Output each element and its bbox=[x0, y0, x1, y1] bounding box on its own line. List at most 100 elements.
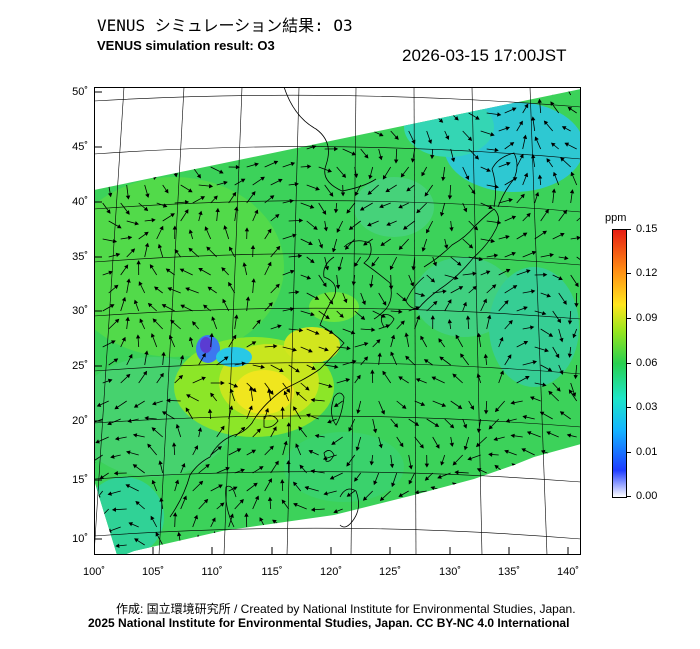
wind-vector-head bbox=[158, 460, 163, 465]
wind-vector-head bbox=[494, 147, 499, 153]
wind-vector-head bbox=[336, 228, 341, 233]
wind-vector-head bbox=[560, 157, 565, 162]
colorbar-label-0.09: 0.09 bbox=[636, 312, 658, 324]
wind-vector-head bbox=[398, 493, 403, 497]
wind-vector-head bbox=[201, 352, 206, 358]
wind-vector-head bbox=[518, 120, 523, 126]
wind-vector-head bbox=[505, 234, 510, 240]
wind-vector-head bbox=[362, 496, 368, 501]
wind-vector-head bbox=[186, 394, 191, 399]
wind-vector-head bbox=[127, 235, 133, 240]
wind-vector-head bbox=[398, 245, 404, 250]
wind-vector-head bbox=[402, 297, 407, 302]
wind-vector-head bbox=[546, 158, 551, 163]
lon-label-120: 120˚ bbox=[319, 566, 343, 578]
wind-vector-head bbox=[161, 304, 167, 309]
wind-vector-head bbox=[510, 433, 515, 439]
wind-vector-head bbox=[382, 301, 387, 306]
wind-vector-head bbox=[228, 281, 233, 287]
wind-vector-head bbox=[258, 466, 264, 471]
wind-vector-head bbox=[493, 253, 499, 258]
wind-vector-head bbox=[361, 300, 366, 306]
wind-vector-head bbox=[548, 390, 553, 396]
wind-vector-head bbox=[483, 353, 489, 359]
wind-vector-head bbox=[223, 225, 228, 230]
wind-vector-head bbox=[194, 445, 199, 450]
wind-vector-head bbox=[379, 496, 385, 501]
wind-vector-head bbox=[143, 206, 149, 212]
wind-vector-head bbox=[299, 464, 304, 470]
wind-vector-head bbox=[311, 365, 316, 370]
wind-vector-head bbox=[329, 475, 335, 480]
wind-vector-head bbox=[267, 228, 272, 234]
wind-vector-head bbox=[430, 154, 435, 160]
wind-vector-head bbox=[400, 172, 405, 178]
wind-vector-head bbox=[225, 466, 230, 472]
wind-vector-head bbox=[424, 192, 429, 197]
wind-vector-head bbox=[507, 354, 512, 359]
wind-vector-head bbox=[244, 512, 249, 517]
wind-vector-head bbox=[447, 299, 452, 304]
lon-label-140: 140˚ bbox=[556, 566, 580, 578]
wind-vector-head bbox=[220, 425, 225, 431]
wind-vector-head bbox=[134, 538, 139, 543]
wind-vector-head bbox=[458, 286, 464, 291]
wind-vector-head bbox=[543, 272, 548, 277]
wind-vector-head bbox=[240, 426, 246, 432]
wind-vector-head bbox=[165, 268, 171, 273]
wind-vector-head bbox=[394, 135, 399, 140]
wind-vector-head bbox=[132, 433, 138, 438]
wind-vector-head bbox=[219, 169, 224, 174]
wind-vector-head bbox=[204, 226, 209, 231]
wind-vector-head bbox=[544, 348, 549, 353]
wind-vector-head bbox=[203, 304, 208, 309]
wind-vector-head bbox=[254, 209, 259, 215]
wind-vector-head bbox=[378, 132, 384, 137]
wind-vector-head bbox=[371, 327, 376, 332]
wind-vector-head bbox=[253, 482, 258, 487]
wind-vector-head bbox=[306, 275, 312, 280]
wind-vector-head bbox=[218, 484, 223, 489]
wind-vector-head bbox=[221, 267, 226, 272]
wind-vector-head bbox=[386, 221, 391, 226]
wind-vector-head bbox=[290, 161, 296, 167]
wind-vector-head bbox=[333, 509, 338, 514]
wind-vector-head bbox=[273, 344, 278, 349]
lat-label-45: 45˚ bbox=[72, 141, 88, 153]
wind-vector-head bbox=[523, 306, 528, 311]
wind-vector-head bbox=[159, 497, 164, 502]
wind-vector-head bbox=[174, 249, 179, 254]
wind-vector-head bbox=[147, 443, 152, 449]
wind-vector-head bbox=[467, 456, 472, 461]
wind-vector-head bbox=[364, 341, 369, 347]
wind-vector-head bbox=[400, 320, 405, 325]
wind-vector-head bbox=[161, 351, 166, 356]
wind-vector-head bbox=[388, 285, 394, 290]
wind-vector-head bbox=[376, 339, 381, 344]
wind-vector-head bbox=[434, 422, 440, 427]
wind-vector-head bbox=[278, 178, 283, 183]
wind-vector-head bbox=[410, 282, 415, 287]
wind-vector-head bbox=[331, 440, 336, 445]
wind-vector-head bbox=[380, 410, 385, 415]
wind-vector-head bbox=[154, 286, 159, 291]
wind-vector-head bbox=[310, 469, 315, 474]
wind-vector-head bbox=[304, 485, 309, 491]
lat-label-50: 50˚ bbox=[72, 86, 88, 98]
wind-vector-head bbox=[415, 378, 421, 383]
wind-vector-head bbox=[294, 181, 299, 187]
wind-vector-head bbox=[309, 258, 315, 264]
wind-vector-head bbox=[125, 484, 131, 489]
wind-vector-head bbox=[220, 380, 225, 386]
wind-vector-head bbox=[188, 336, 194, 342]
wind-vector-head bbox=[205, 463, 210, 469]
wind-vector-head bbox=[136, 260, 141, 265]
wind-vector-head bbox=[420, 292, 426, 298]
wind-vector-head bbox=[449, 442, 454, 447]
wind-vector-head bbox=[411, 266, 416, 271]
wind-vector-head bbox=[269, 195, 275, 200]
wind-vector-head bbox=[452, 373, 457, 378]
wind-vector-head bbox=[539, 411, 545, 416]
wind-vector-head bbox=[172, 512, 178, 517]
wind-vector-head bbox=[346, 345, 351, 351]
